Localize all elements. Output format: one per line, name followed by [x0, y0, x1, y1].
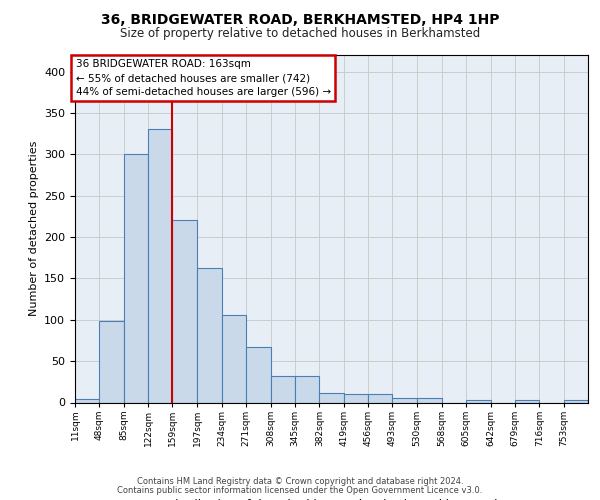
Bar — [75, 399, 100, 402]
Text: Contains HM Land Registry data © Crown copyright and database right 2024.: Contains HM Land Registry data © Crown c… — [137, 477, 463, 486]
Bar — [295, 376, 319, 402]
Bar — [222, 315, 246, 402]
Bar — [344, 394, 368, 402]
Bar — [417, 398, 442, 402]
Bar — [466, 400, 491, 402]
Bar — [100, 322, 124, 402]
Bar — [563, 400, 588, 402]
Bar — [246, 347, 271, 403]
Bar — [124, 154, 148, 402]
Bar — [172, 220, 197, 402]
X-axis label: Distribution of detached houses by size in Berkhamsted: Distribution of detached houses by size … — [166, 498, 497, 500]
Bar — [271, 376, 295, 402]
Bar — [515, 400, 539, 402]
Bar — [392, 398, 417, 402]
Bar — [197, 268, 222, 402]
Bar — [368, 394, 392, 402]
Bar — [319, 392, 344, 402]
Text: 36, BRIDGEWATER ROAD, BERKHAMSTED, HP4 1HP: 36, BRIDGEWATER ROAD, BERKHAMSTED, HP4 1… — [101, 12, 499, 26]
Y-axis label: Number of detached properties: Number of detached properties — [29, 141, 38, 316]
Text: Contains public sector information licensed under the Open Government Licence v3: Contains public sector information licen… — [118, 486, 482, 495]
Text: Size of property relative to detached houses in Berkhamsted: Size of property relative to detached ho… — [120, 28, 480, 40]
Bar — [148, 130, 172, 402]
Text: 36 BRIDGEWATER ROAD: 163sqm
← 55% of detached houses are smaller (742)
44% of se: 36 BRIDGEWATER ROAD: 163sqm ← 55% of det… — [76, 59, 331, 97]
